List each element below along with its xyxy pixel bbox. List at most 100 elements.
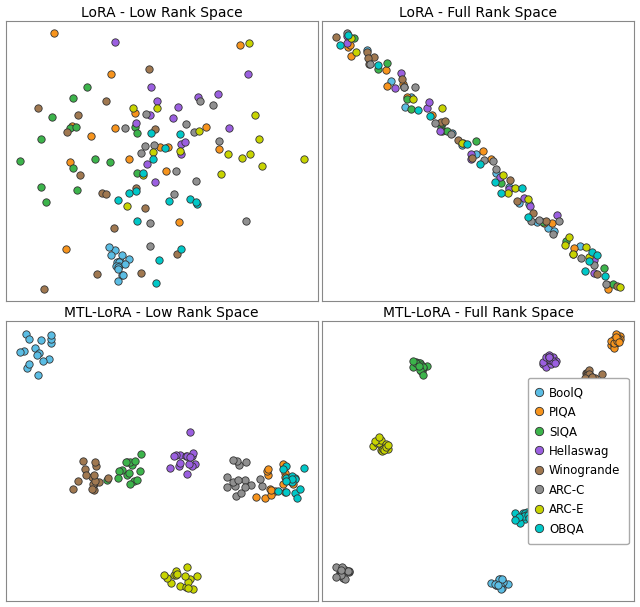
Point [287, 477, 298, 487]
Point [399, 83, 409, 92]
Point [222, 472, 232, 481]
Point [122, 470, 132, 480]
Point [185, 452, 195, 461]
Point [437, 118, 447, 127]
Point [129, 476, 139, 486]
Point [471, 149, 481, 159]
Point [615, 334, 625, 344]
Point [551, 356, 561, 366]
Point [192, 571, 202, 581]
Point [241, 216, 251, 226]
Point [419, 371, 429, 381]
Point [493, 577, 503, 587]
Point [491, 580, 501, 590]
Point [611, 338, 621, 348]
Point [615, 282, 625, 292]
Point [545, 359, 556, 369]
Point [33, 103, 43, 112]
Point [564, 232, 575, 242]
Point [101, 189, 111, 198]
Point [171, 166, 181, 176]
Point [605, 336, 616, 346]
Point [568, 249, 578, 259]
Point [493, 580, 503, 590]
Point [346, 52, 356, 61]
Point [611, 328, 621, 338]
Point [169, 570, 179, 580]
Point [447, 127, 457, 137]
Point [193, 92, 204, 102]
Point [436, 117, 446, 127]
Point [120, 259, 131, 268]
Point [580, 373, 590, 383]
Point [255, 475, 265, 484]
Point [201, 122, 211, 132]
Point [266, 490, 276, 500]
Point [504, 182, 514, 192]
Point [62, 127, 72, 137]
Point [612, 337, 622, 347]
Point [486, 578, 497, 588]
Point [90, 479, 100, 489]
Point [189, 127, 199, 137]
Point [615, 331, 625, 341]
Point [68, 93, 79, 103]
Point [161, 166, 172, 176]
Point [120, 123, 131, 132]
Point [335, 570, 345, 580]
Point [380, 442, 390, 452]
Point [80, 464, 90, 473]
Point [424, 97, 434, 107]
Point [180, 571, 191, 581]
Point [87, 472, 97, 481]
Point [436, 121, 446, 131]
Point [526, 216, 536, 226]
Point [136, 450, 146, 459]
Point [503, 188, 513, 197]
Point [68, 163, 78, 173]
Point [408, 362, 418, 372]
Point [214, 144, 225, 154]
Point [337, 569, 347, 579]
Point [127, 460, 137, 470]
Point [109, 123, 120, 133]
Point [72, 186, 82, 195]
Point [405, 93, 415, 103]
Point [280, 472, 290, 482]
Point [542, 356, 552, 365]
Point [109, 245, 120, 255]
Point [223, 123, 234, 132]
Point [575, 241, 585, 251]
Point [121, 457, 131, 467]
Point [587, 371, 597, 381]
Point [346, 40, 356, 50]
Point [294, 484, 305, 494]
Point [149, 140, 159, 149]
Point [171, 570, 181, 580]
Point [504, 175, 515, 185]
Point [102, 473, 113, 483]
Point [523, 212, 533, 222]
Point [544, 354, 554, 364]
Point [485, 154, 495, 163]
Point [148, 154, 159, 164]
Point [590, 373, 600, 383]
Point [116, 466, 127, 475]
Point [519, 511, 529, 521]
Point [116, 270, 127, 280]
Point [495, 580, 505, 590]
Point [552, 211, 562, 220]
Point [188, 584, 198, 594]
Title: LoRA - Full Rank Space: LoRA - Full Rank Space [399, 5, 557, 19]
Point [145, 241, 155, 251]
Point [397, 74, 407, 84]
Point [182, 469, 192, 479]
Point [281, 473, 291, 483]
Point [283, 475, 293, 485]
Point [493, 574, 504, 583]
Point [523, 194, 533, 203]
Point [514, 512, 524, 522]
Point [524, 199, 534, 209]
Point [195, 126, 205, 136]
Point [191, 177, 202, 186]
